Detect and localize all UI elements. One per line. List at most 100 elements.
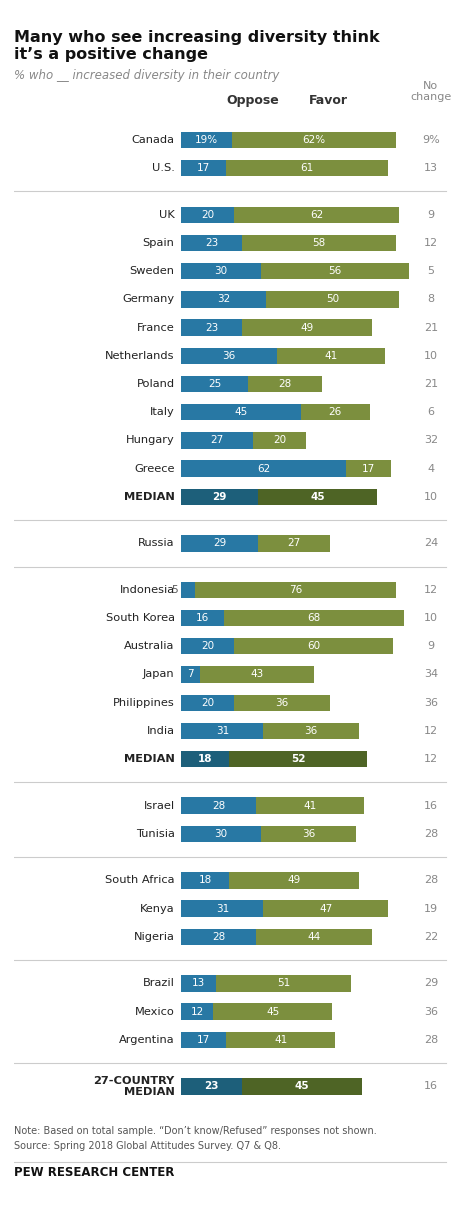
Bar xyxy=(181,488,258,505)
Text: 22: 22 xyxy=(424,932,438,942)
Bar xyxy=(229,872,359,888)
Text: 62: 62 xyxy=(257,464,270,474)
Bar xyxy=(181,1032,227,1049)
Text: 12: 12 xyxy=(424,238,438,248)
Text: 28: 28 xyxy=(212,801,225,810)
Bar xyxy=(181,928,255,945)
Text: 21: 21 xyxy=(424,379,438,389)
Text: 5: 5 xyxy=(171,584,178,595)
Bar xyxy=(229,751,367,768)
Bar xyxy=(258,535,330,552)
Text: 62%: 62% xyxy=(302,135,326,145)
Text: 20: 20 xyxy=(201,210,214,220)
Text: 36: 36 xyxy=(424,1006,438,1017)
Bar xyxy=(346,460,391,476)
Bar xyxy=(181,666,200,683)
Bar xyxy=(181,1078,242,1095)
Text: 27: 27 xyxy=(210,435,224,446)
Text: 62: 62 xyxy=(310,210,323,220)
Text: Russia: Russia xyxy=(138,538,174,548)
Text: 16: 16 xyxy=(424,801,438,810)
Text: 12: 12 xyxy=(424,584,438,595)
Text: 27-COUNTRY
MEDIAN: 27-COUNTRY MEDIAN xyxy=(93,1075,174,1097)
Bar xyxy=(181,292,266,307)
Text: 36: 36 xyxy=(275,697,289,707)
Text: 30: 30 xyxy=(215,829,228,838)
Text: 23: 23 xyxy=(205,238,219,248)
Text: Oppose: Oppose xyxy=(226,94,279,107)
Text: 10: 10 xyxy=(424,351,438,361)
Bar xyxy=(258,488,377,505)
Bar xyxy=(242,320,372,335)
Text: Japan: Japan xyxy=(143,669,174,679)
Bar xyxy=(213,1004,332,1019)
Bar xyxy=(255,797,364,814)
Text: 28: 28 xyxy=(212,932,225,942)
Text: 24: 24 xyxy=(424,538,438,548)
Text: MEDIAN: MEDIAN xyxy=(124,755,174,764)
Text: 43: 43 xyxy=(250,669,264,679)
Bar xyxy=(261,826,356,842)
Text: Germany: Germany xyxy=(122,294,174,304)
Text: France: France xyxy=(137,322,174,333)
Text: 17: 17 xyxy=(362,464,375,474)
Text: 4: 4 xyxy=(427,464,434,474)
Text: 17: 17 xyxy=(197,163,210,174)
Text: 32: 32 xyxy=(217,294,230,304)
Bar xyxy=(181,207,234,222)
Bar xyxy=(266,292,399,307)
Text: Nigeria: Nigeria xyxy=(134,932,174,942)
Text: 20: 20 xyxy=(201,642,214,651)
Bar xyxy=(181,131,232,148)
Text: Note: Based on total sample. “Don’t know/Refused” responses not shown.: Note: Based on total sample. “Don’t know… xyxy=(14,1126,377,1136)
Bar xyxy=(247,375,322,392)
Text: 20: 20 xyxy=(273,435,286,446)
Bar xyxy=(181,797,255,814)
Text: Greece: Greece xyxy=(134,464,174,474)
Text: UK: UK xyxy=(159,210,174,220)
Bar xyxy=(181,347,277,364)
Text: Argentina: Argentina xyxy=(119,1035,174,1045)
Text: 12: 12 xyxy=(424,725,438,736)
Text: Mexico: Mexico xyxy=(135,1006,174,1017)
Bar xyxy=(216,976,351,991)
Bar xyxy=(181,872,229,888)
Text: 60: 60 xyxy=(307,642,320,651)
Text: 16: 16 xyxy=(196,614,209,623)
Bar xyxy=(181,160,227,176)
Text: Many who see increasing diversity think
it’s a positive change: Many who see increasing diversity think … xyxy=(14,30,380,62)
Bar xyxy=(181,582,194,598)
Text: 18: 18 xyxy=(198,755,212,764)
Text: 36: 36 xyxy=(305,725,318,736)
Text: 68: 68 xyxy=(307,614,320,623)
Text: Spain: Spain xyxy=(143,238,174,248)
Text: 41: 41 xyxy=(303,801,317,810)
Bar xyxy=(181,403,301,420)
Text: Italy: Italy xyxy=(150,407,174,417)
Bar xyxy=(242,234,396,252)
Text: 19: 19 xyxy=(424,904,438,914)
Text: 41: 41 xyxy=(274,1035,287,1045)
Text: Australia: Australia xyxy=(124,642,174,651)
Text: 44: 44 xyxy=(307,932,320,942)
Text: 32: 32 xyxy=(424,435,438,446)
Text: Favor: Favor xyxy=(309,94,348,107)
Bar xyxy=(181,433,253,448)
Bar xyxy=(181,610,224,626)
Bar xyxy=(181,695,234,711)
Bar xyxy=(234,695,330,711)
Text: Canada: Canada xyxy=(132,135,174,145)
Text: Hungary: Hungary xyxy=(126,435,174,446)
Bar xyxy=(181,234,242,252)
Text: 28: 28 xyxy=(424,1035,438,1045)
Text: 58: 58 xyxy=(312,238,326,248)
Text: Netherlands: Netherlands xyxy=(105,351,174,361)
Bar xyxy=(255,928,372,945)
Text: 36: 36 xyxy=(302,829,315,838)
Text: 9: 9 xyxy=(427,642,434,651)
Text: 30: 30 xyxy=(215,266,228,276)
Text: 17: 17 xyxy=(197,1035,210,1045)
Bar xyxy=(264,723,359,739)
Text: Israel: Israel xyxy=(144,801,174,810)
Bar xyxy=(181,460,346,476)
